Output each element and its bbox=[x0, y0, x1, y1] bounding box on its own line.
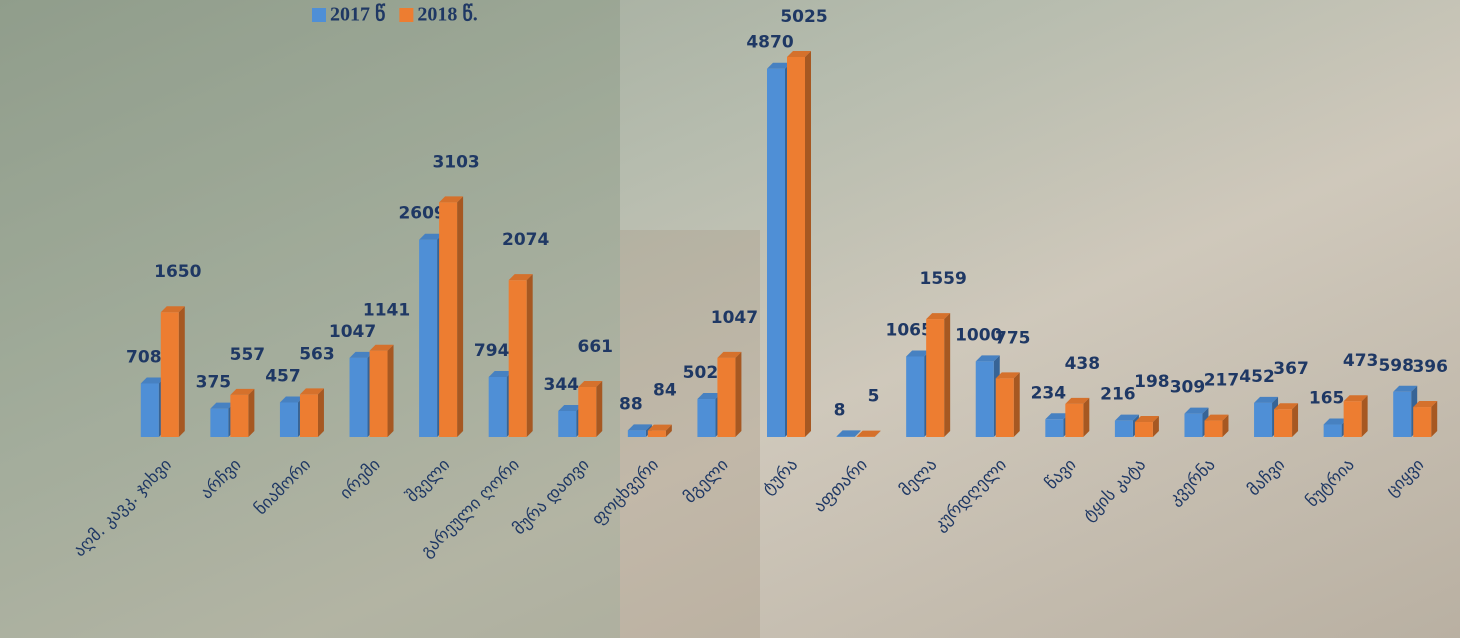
bar-side bbox=[248, 389, 254, 437]
bar bbox=[370, 351, 388, 437]
bar bbox=[350, 358, 368, 437]
bar bbox=[1204, 421, 1222, 437]
bar-side bbox=[527, 274, 533, 437]
data-label: 3103 bbox=[432, 152, 479, 172]
bar-side bbox=[1431, 401, 1437, 437]
bar bbox=[230, 395, 248, 437]
bar-side bbox=[318, 388, 324, 437]
bar bbox=[628, 430, 646, 437]
data-label: 2609 bbox=[398, 204, 445, 224]
legend-swatch bbox=[399, 8, 413, 22]
data-label: 452 bbox=[1239, 367, 1275, 387]
bar bbox=[1135, 422, 1153, 437]
bar-side bbox=[805, 51, 811, 437]
data-label: 794 bbox=[474, 341, 510, 361]
bar-side bbox=[1014, 372, 1020, 437]
data-label: 661 bbox=[578, 337, 614, 357]
data-label: 1559 bbox=[919, 269, 966, 289]
bar bbox=[578, 387, 596, 437]
data-label: 396 bbox=[1412, 357, 1448, 377]
bar bbox=[280, 402, 298, 437]
data-label: 438 bbox=[1065, 354, 1101, 374]
data-label: 165 bbox=[1309, 389, 1345, 409]
legend-swatch bbox=[312, 8, 326, 22]
data-label: 598 bbox=[1378, 356, 1414, 376]
bar bbox=[489, 377, 507, 437]
data-label: 473 bbox=[1343, 351, 1379, 371]
bar bbox=[1344, 401, 1362, 437]
bar-side bbox=[1362, 395, 1368, 437]
data-label: 502 bbox=[683, 363, 719, 383]
data-label: 1065 bbox=[885, 320, 932, 340]
data-label: 216 bbox=[1100, 385, 1136, 405]
data-label: 5 bbox=[868, 387, 880, 407]
data-label: 375 bbox=[196, 373, 232, 393]
bar bbox=[1274, 409, 1292, 437]
bar bbox=[837, 436, 855, 437]
bar bbox=[906, 356, 924, 437]
bar bbox=[648, 431, 666, 437]
bar bbox=[509, 280, 527, 437]
data-label: 344 bbox=[544, 375, 580, 395]
page: {"chart_data": {"type": "bar", "categori… bbox=[0, 0, 1460, 638]
chart: 2017 წ2018 წ. აღმ. კავკ. ჯიხვი7081650არჩ… bbox=[0, 0, 1460, 638]
bar-side bbox=[1083, 398, 1089, 437]
data-label: 1650 bbox=[154, 262, 201, 282]
bar bbox=[787, 57, 805, 437]
bar bbox=[926, 319, 944, 437]
data-label: 217 bbox=[1204, 371, 1240, 391]
bar bbox=[697, 399, 715, 437]
bar bbox=[717, 358, 735, 437]
bar bbox=[1045, 419, 1063, 437]
legend-label: 2018 წ. bbox=[417, 3, 477, 26]
bar bbox=[767, 69, 785, 437]
bar bbox=[300, 394, 318, 437]
bar bbox=[1393, 392, 1411, 437]
bar bbox=[141, 383, 159, 437]
data-label: 2074 bbox=[502, 230, 549, 250]
bar bbox=[419, 240, 437, 437]
bar bbox=[1324, 425, 1342, 437]
data-label: 708 bbox=[126, 347, 162, 367]
bar bbox=[1065, 404, 1083, 437]
data-label: 309 bbox=[1170, 378, 1206, 398]
bar bbox=[161, 312, 179, 437]
data-label: 367 bbox=[1273, 359, 1309, 379]
bar bbox=[1115, 421, 1133, 437]
data-label: 4870 bbox=[746, 33, 793, 53]
bar bbox=[1184, 414, 1202, 437]
bar-side bbox=[596, 381, 602, 437]
bar bbox=[558, 411, 576, 437]
data-label: 8 bbox=[834, 400, 846, 420]
bar-side bbox=[457, 196, 463, 437]
bar bbox=[976, 361, 994, 437]
bar bbox=[439, 202, 457, 437]
data-label: 1047 bbox=[329, 322, 376, 342]
data-label: 563 bbox=[299, 344, 335, 364]
bar bbox=[1413, 407, 1431, 437]
data-label: 234 bbox=[1031, 383, 1067, 403]
data-label: 775 bbox=[995, 328, 1031, 348]
data-label: 198 bbox=[1134, 372, 1170, 392]
bar bbox=[1254, 403, 1272, 437]
data-label: 88 bbox=[619, 394, 643, 414]
data-label: 557 bbox=[230, 345, 266, 365]
data-label: 84 bbox=[653, 381, 677, 401]
data-label: 1141 bbox=[363, 301, 410, 321]
bar-side bbox=[944, 313, 950, 437]
bar bbox=[210, 409, 228, 437]
data-label: 457 bbox=[265, 366, 301, 386]
data-label: 5025 bbox=[780, 7, 827, 27]
bar bbox=[996, 378, 1014, 437]
bar-side bbox=[388, 345, 394, 437]
bar-side bbox=[179, 306, 185, 437]
legend-label: 2017 წ bbox=[330, 3, 386, 26]
bar-side bbox=[735, 352, 741, 437]
data-label: 1047 bbox=[711, 308, 758, 328]
